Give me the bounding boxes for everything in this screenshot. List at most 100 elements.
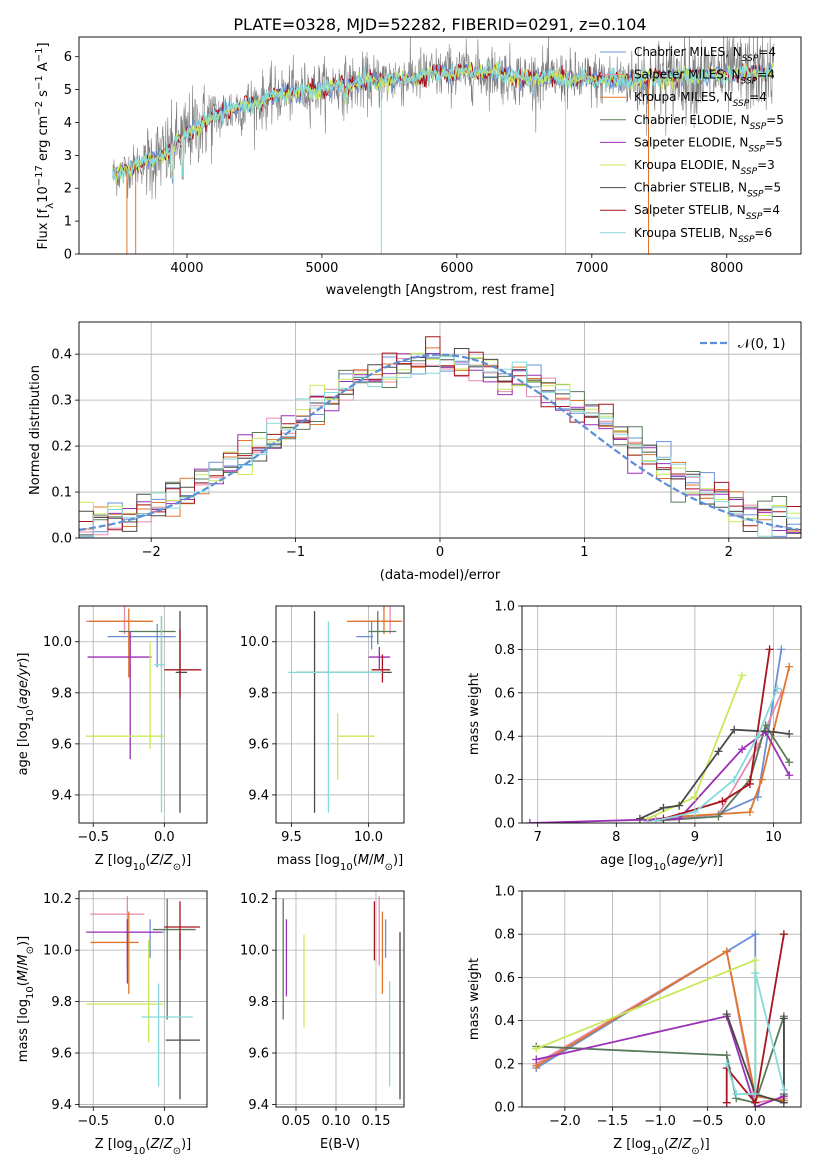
errorbar-point (141, 983, 193, 1087)
y-tick-label: 1.0 (494, 885, 515, 900)
plot-area (525, 645, 794, 823)
series-line (655, 692, 783, 820)
x-axis-label: age [log10(age/yr)] (600, 853, 723, 873)
errorbar-point (368, 611, 397, 645)
plot-area (288, 606, 403, 813)
errorbar-point (86, 919, 162, 984)
y-tick-label: 10.2 (240, 892, 269, 907)
data-point (745, 779, 754, 788)
normal-reference-curve (79, 353, 799, 531)
plot-area (86, 606, 202, 813)
data-point (732, 1090, 741, 1099)
legend-entry: Salpeter ELODIE, NSSP=5 (634, 135, 783, 154)
y-tick-label: 6 (64, 50, 72, 65)
series-line (663, 649, 771, 820)
x-tick-label: 0.0 (745, 1114, 766, 1129)
y-tick-label: 3 (64, 149, 72, 164)
x-tick-label: −0.5 (692, 1114, 724, 1129)
errorbar-point (337, 713, 375, 780)
y-tick-label: 0.1 (51, 486, 72, 501)
series-chabrier-stelib (635, 725, 794, 823)
data-point (753, 732, 762, 741)
errorbar-point (288, 621, 383, 813)
y-tick-label: 9.6 (248, 737, 269, 752)
data-point (751, 1098, 760, 1107)
y-tick-label: 0.4 (51, 348, 72, 363)
data-point (779, 1098, 788, 1107)
y-tick-label: 10.0 (43, 944, 72, 959)
panel-mass_vs_ebv: 0.05 0.10 0.15 9.4 9.6 9.8 10.0 10.2 E(B-V) (240, 890, 405, 1152)
data-point (730, 725, 739, 734)
legend-entry: Kroupa MILES, NSSP=4 (634, 90, 767, 109)
x-tick-label: 8 (612, 830, 620, 845)
x-tick-label: −1.0 (644, 1114, 676, 1129)
legend-entry: Salpeter STELIB, NSSP=4 (634, 203, 780, 222)
errorbar-point (90, 911, 139, 994)
panel-age_vs_mass: 9.5 10.0 9.4 9.6 9.8 10.0 mass [log10(M/M⊙)] (240, 605, 405, 873)
data-point (769, 727, 778, 736)
x-tick-label: 2 (725, 545, 733, 560)
y-tick-label: 9.4 (248, 788, 269, 803)
data-point (785, 771, 794, 780)
data-point (745, 808, 754, 817)
data-point (635, 814, 644, 823)
x-tick-label: 1 (580, 545, 588, 560)
panel-age_vs_Z: −0.5 0.0 9.4 9.6 9.8 10.0 Z [log10(Z/Z⊙)] age [… (16, 605, 208, 873)
legend: Chabrier MILES, NSSP=4 Salpeter MILES, NS… (600, 45, 784, 245)
errorbar-point (152, 898, 196, 1020)
panel-spectrum: 4000 5000 6000 7000 8000 0 1 2 3 4 5 6 wavelength [A… (34, 36, 802, 298)
series-chabrier-miles (643, 645, 786, 823)
panel-weight_vs_age: 7 8 9 10 0.0 0.2 0.4 0.6 0.8 1.0 age [log10(age/yr… (467, 600, 802, 873)
histogram-salpeter-stelib (79, 336, 801, 531)
legend-entry: 𝒩(0, 1) (738, 337, 785, 352)
errorbar-point (107, 623, 176, 668)
x-tick-label: 8000 (710, 261, 743, 276)
data-point (690, 808, 699, 817)
series-line (725, 934, 785, 1105)
errorbar-point (90, 896, 145, 966)
x-tick-label: −0.5 (77, 1114, 109, 1129)
data-point (779, 1085, 788, 1094)
panel-residuals: −2 −1 0 1 2 0.0 0.1 0.2 0.3 0.4 𝒩(0, 1) (data-model… (28, 321, 802, 583)
axes-frame (78, 36, 802, 255)
x-tick-label: 9.5 (281, 830, 302, 845)
legend-entry: Kroupa STELIB, NSSP=6 (634, 226, 772, 245)
x-tick-label: 0 (436, 545, 444, 560)
axes-frame (78, 605, 208, 824)
series-line (725, 1013, 785, 1104)
x-tick-label: 10.0 (354, 830, 383, 845)
series-kroupa-elodie (532, 956, 760, 1107)
data-point (779, 930, 788, 939)
data-point (785, 730, 794, 739)
y-tick-label: 0.8 (494, 643, 515, 658)
figure-title: PLATE=0328, MJD=52282, FIBERID=0291, z=0… (233, 15, 646, 34)
y-tick-label: 0.4 (494, 1014, 515, 1029)
data-point (779, 1014, 788, 1023)
data-point (751, 930, 760, 939)
series-kroupa-stelib (722, 969, 788, 1099)
data-point (765, 645, 774, 654)
y-tick-label: 10.0 (240, 635, 269, 650)
data-point (690, 792, 699, 801)
y-axis-label: age [log10(age/yr)] (16, 653, 36, 776)
legend-entry: Chabrier MILES, NSSP=4 (634, 45, 776, 64)
data-point (773, 684, 782, 693)
data-point (659, 803, 668, 812)
x-axis-label: Z [log10(Z/Z⊙)] (95, 1137, 192, 1157)
x-axis-label: Z [log10(Z/Z⊙)] (95, 853, 192, 873)
y-tick-label: 9.6 (51, 737, 72, 752)
y-axis-label: mass weight (467, 673, 482, 755)
y-tick-label: 9.6 (248, 1047, 269, 1062)
y-tick-label: 1.0 (494, 600, 515, 615)
x-tick-label: 0.10 (322, 1114, 351, 1129)
y-tick-label: 9.4 (51, 788, 72, 803)
data-point (525, 819, 534, 823)
legend-entry: Chabrier STELIB, NSSP=5 (634, 181, 781, 200)
y-tick-label: 1 (64, 215, 72, 230)
y-tick-label: 9.8 (248, 686, 269, 701)
axes-frame (275, 605, 405, 824)
data-point (532, 1044, 541, 1053)
series-chabrier-miles (532, 930, 760, 1107)
errorbar-point (87, 631, 152, 760)
axes-frame (78, 321, 802, 539)
